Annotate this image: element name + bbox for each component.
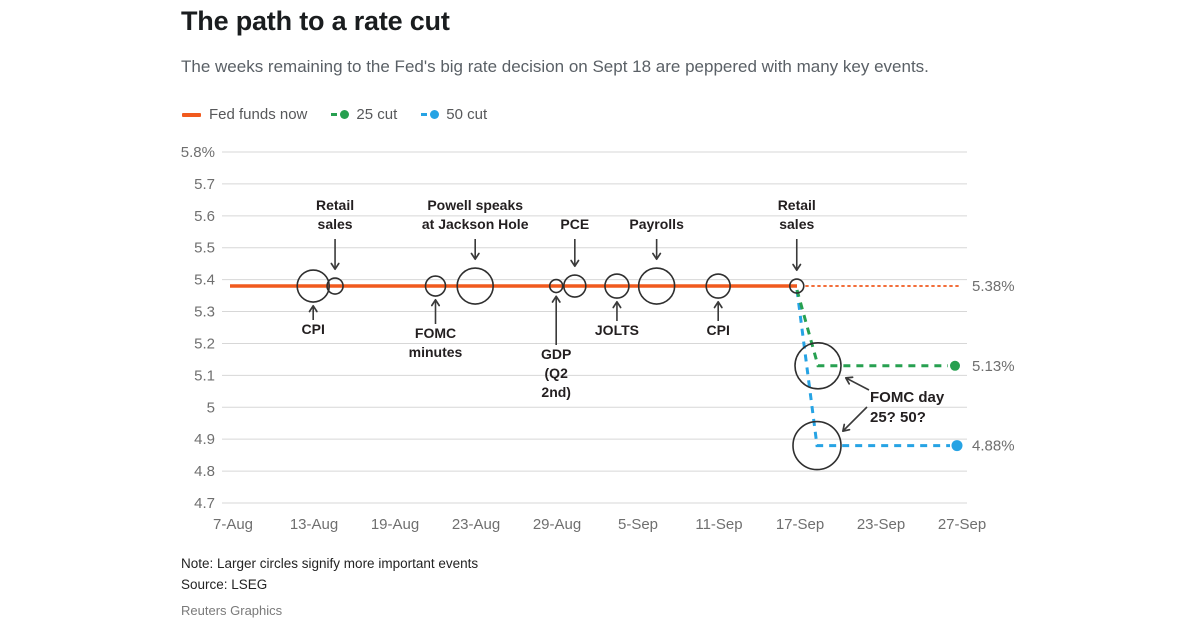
event-label: sales bbox=[779, 216, 814, 232]
x-tick-label: 11-Sep bbox=[695, 516, 742, 533]
event-circle bbox=[548, 278, 564, 294]
event-circle bbox=[326, 277, 344, 295]
event-label: FOMC bbox=[415, 325, 456, 341]
chart-source: Source: LSEG bbox=[181, 577, 268, 592]
page-subtitle: The weeks remaining to the Fed's big rat… bbox=[181, 57, 929, 76]
event-label: sales bbox=[318, 216, 353, 232]
x-tick-label: 7-Aug bbox=[213, 516, 253, 533]
event-label: Payrolls bbox=[629, 216, 684, 232]
chart-legend: Fed funds now 25 cut 50 cut bbox=[182, 106, 487, 123]
event-circles-layer bbox=[296, 267, 842, 471]
event-circle bbox=[705, 273, 731, 299]
page-title: The path to a rate cut bbox=[181, 6, 450, 36]
rate-value-label: 5.38% bbox=[972, 278, 1015, 295]
fomc-annotation-arrow-down bbox=[842, 406, 868, 432]
y-tick-label: 5.5 bbox=[194, 240, 215, 257]
y-tick-label: 5 bbox=[207, 399, 215, 416]
event-circle bbox=[563, 274, 587, 298]
y-tick-label: 4.9 bbox=[194, 431, 215, 448]
x-tick-label: 19-Aug bbox=[371, 516, 419, 533]
fomc-circle-50 bbox=[792, 420, 842, 471]
event-circle bbox=[637, 267, 676, 305]
event-label: PCE bbox=[560, 216, 589, 232]
cut25-line bbox=[795, 289, 948, 368]
cut25-dot-swatch bbox=[340, 110, 350, 119]
cut50-dash-swatch bbox=[421, 113, 428, 116]
axis-labels-layer: 5.8% 5.7 5.6 5.5 5.4 5.3 5.2 5.1 5 4.9 4.8 4.7 7-Aug… bbox=[181, 144, 986, 533]
y-tick-label: 5.1 bbox=[194, 367, 215, 384]
y-tick-label: 5.2 bbox=[194, 335, 215, 352]
fomc-annotation-arrow-up bbox=[844, 376, 870, 391]
event-circle bbox=[456, 267, 494, 305]
gridlines-layer bbox=[222, 151, 967, 504]
x-tick-label: 17-Sep bbox=[776, 516, 824, 533]
legend-item-25-cut: 25 cut bbox=[331, 106, 397, 123]
event-label: Retail bbox=[316, 197, 354, 213]
event-circle bbox=[424, 275, 447, 297]
x-tick-label: 13-Aug bbox=[290, 516, 338, 533]
event-label: minutes bbox=[409, 344, 463, 360]
rate-value-label: 5.13% bbox=[972, 358, 1015, 375]
reuters-graphics-credit: Reuters Graphics bbox=[181, 603, 283, 618]
chart-note: Note: Larger circles signify more import… bbox=[181, 556, 479, 571]
y-tick-label: 5.4 bbox=[194, 272, 215, 289]
event-label: GDP bbox=[541, 346, 571, 362]
x-tick-label: 23-Sep bbox=[857, 516, 905, 533]
event-label: at Jackson Hole bbox=[422, 216, 529, 232]
event-label: CPI bbox=[707, 322, 730, 338]
legend-item-fed-funds: Fed funds now bbox=[182, 106, 307, 123]
x-tick-label: 5-Sep bbox=[618, 516, 658, 533]
event-label: 2nd) bbox=[541, 384, 571, 400]
y-tick-label: 5.3 bbox=[194, 304, 215, 321]
x-tick-label: 27-Sep bbox=[938, 516, 986, 533]
rate-lines-layer bbox=[230, 284, 963, 452]
x-tick-label: 23-Aug bbox=[452, 516, 500, 533]
fomc-day-annotation: FOMC day bbox=[870, 389, 945, 406]
legend-label-25-cut: 25 cut bbox=[356, 106, 398, 123]
y-tick-label: 5.7 bbox=[194, 176, 215, 193]
event-label: (Q2 bbox=[545, 365, 569, 381]
event-label: Powell speaks bbox=[427, 197, 523, 213]
cut50-line bbox=[795, 289, 950, 448]
fed-funds-line-swatch bbox=[182, 112, 201, 117]
y-tick-label: 5.8% bbox=[181, 144, 215, 161]
legend-item-50-cut: 50 cut bbox=[421, 106, 487, 123]
event-circle bbox=[296, 269, 330, 303]
event-label: JOLTS bbox=[595, 322, 639, 338]
annotations-layer: 5.38% 5.13% 4.88% CPI Retail sales FOMC minutes… bbox=[302, 197, 1015, 455]
legend-label-50-cut: 50 cut bbox=[446, 106, 488, 123]
cut25-end-dot bbox=[950, 360, 960, 371]
event-label: Retail bbox=[778, 197, 816, 213]
legend-label-fed-funds: Fed funds now bbox=[209, 106, 308, 123]
y-tick-label: 4.8 bbox=[194, 463, 215, 480]
fomc-day-annotation: 25? 50? bbox=[870, 409, 926, 426]
rate-value-label: 4.88% bbox=[972, 438, 1015, 455]
cut50-dot-swatch bbox=[430, 110, 440, 119]
cut25-dash-swatch bbox=[331, 113, 338, 116]
event-label: CPI bbox=[302, 321, 325, 337]
fomc-circle-25 bbox=[794, 341, 842, 390]
event-circle bbox=[788, 278, 805, 294]
cut50-end-dot bbox=[951, 440, 963, 452]
y-tick-label: 4.7 bbox=[194, 495, 215, 512]
y-tick-label: 5.6 bbox=[194, 208, 215, 225]
event-circle bbox=[604, 273, 630, 299]
x-tick-label: 29-Aug bbox=[533, 516, 581, 533]
